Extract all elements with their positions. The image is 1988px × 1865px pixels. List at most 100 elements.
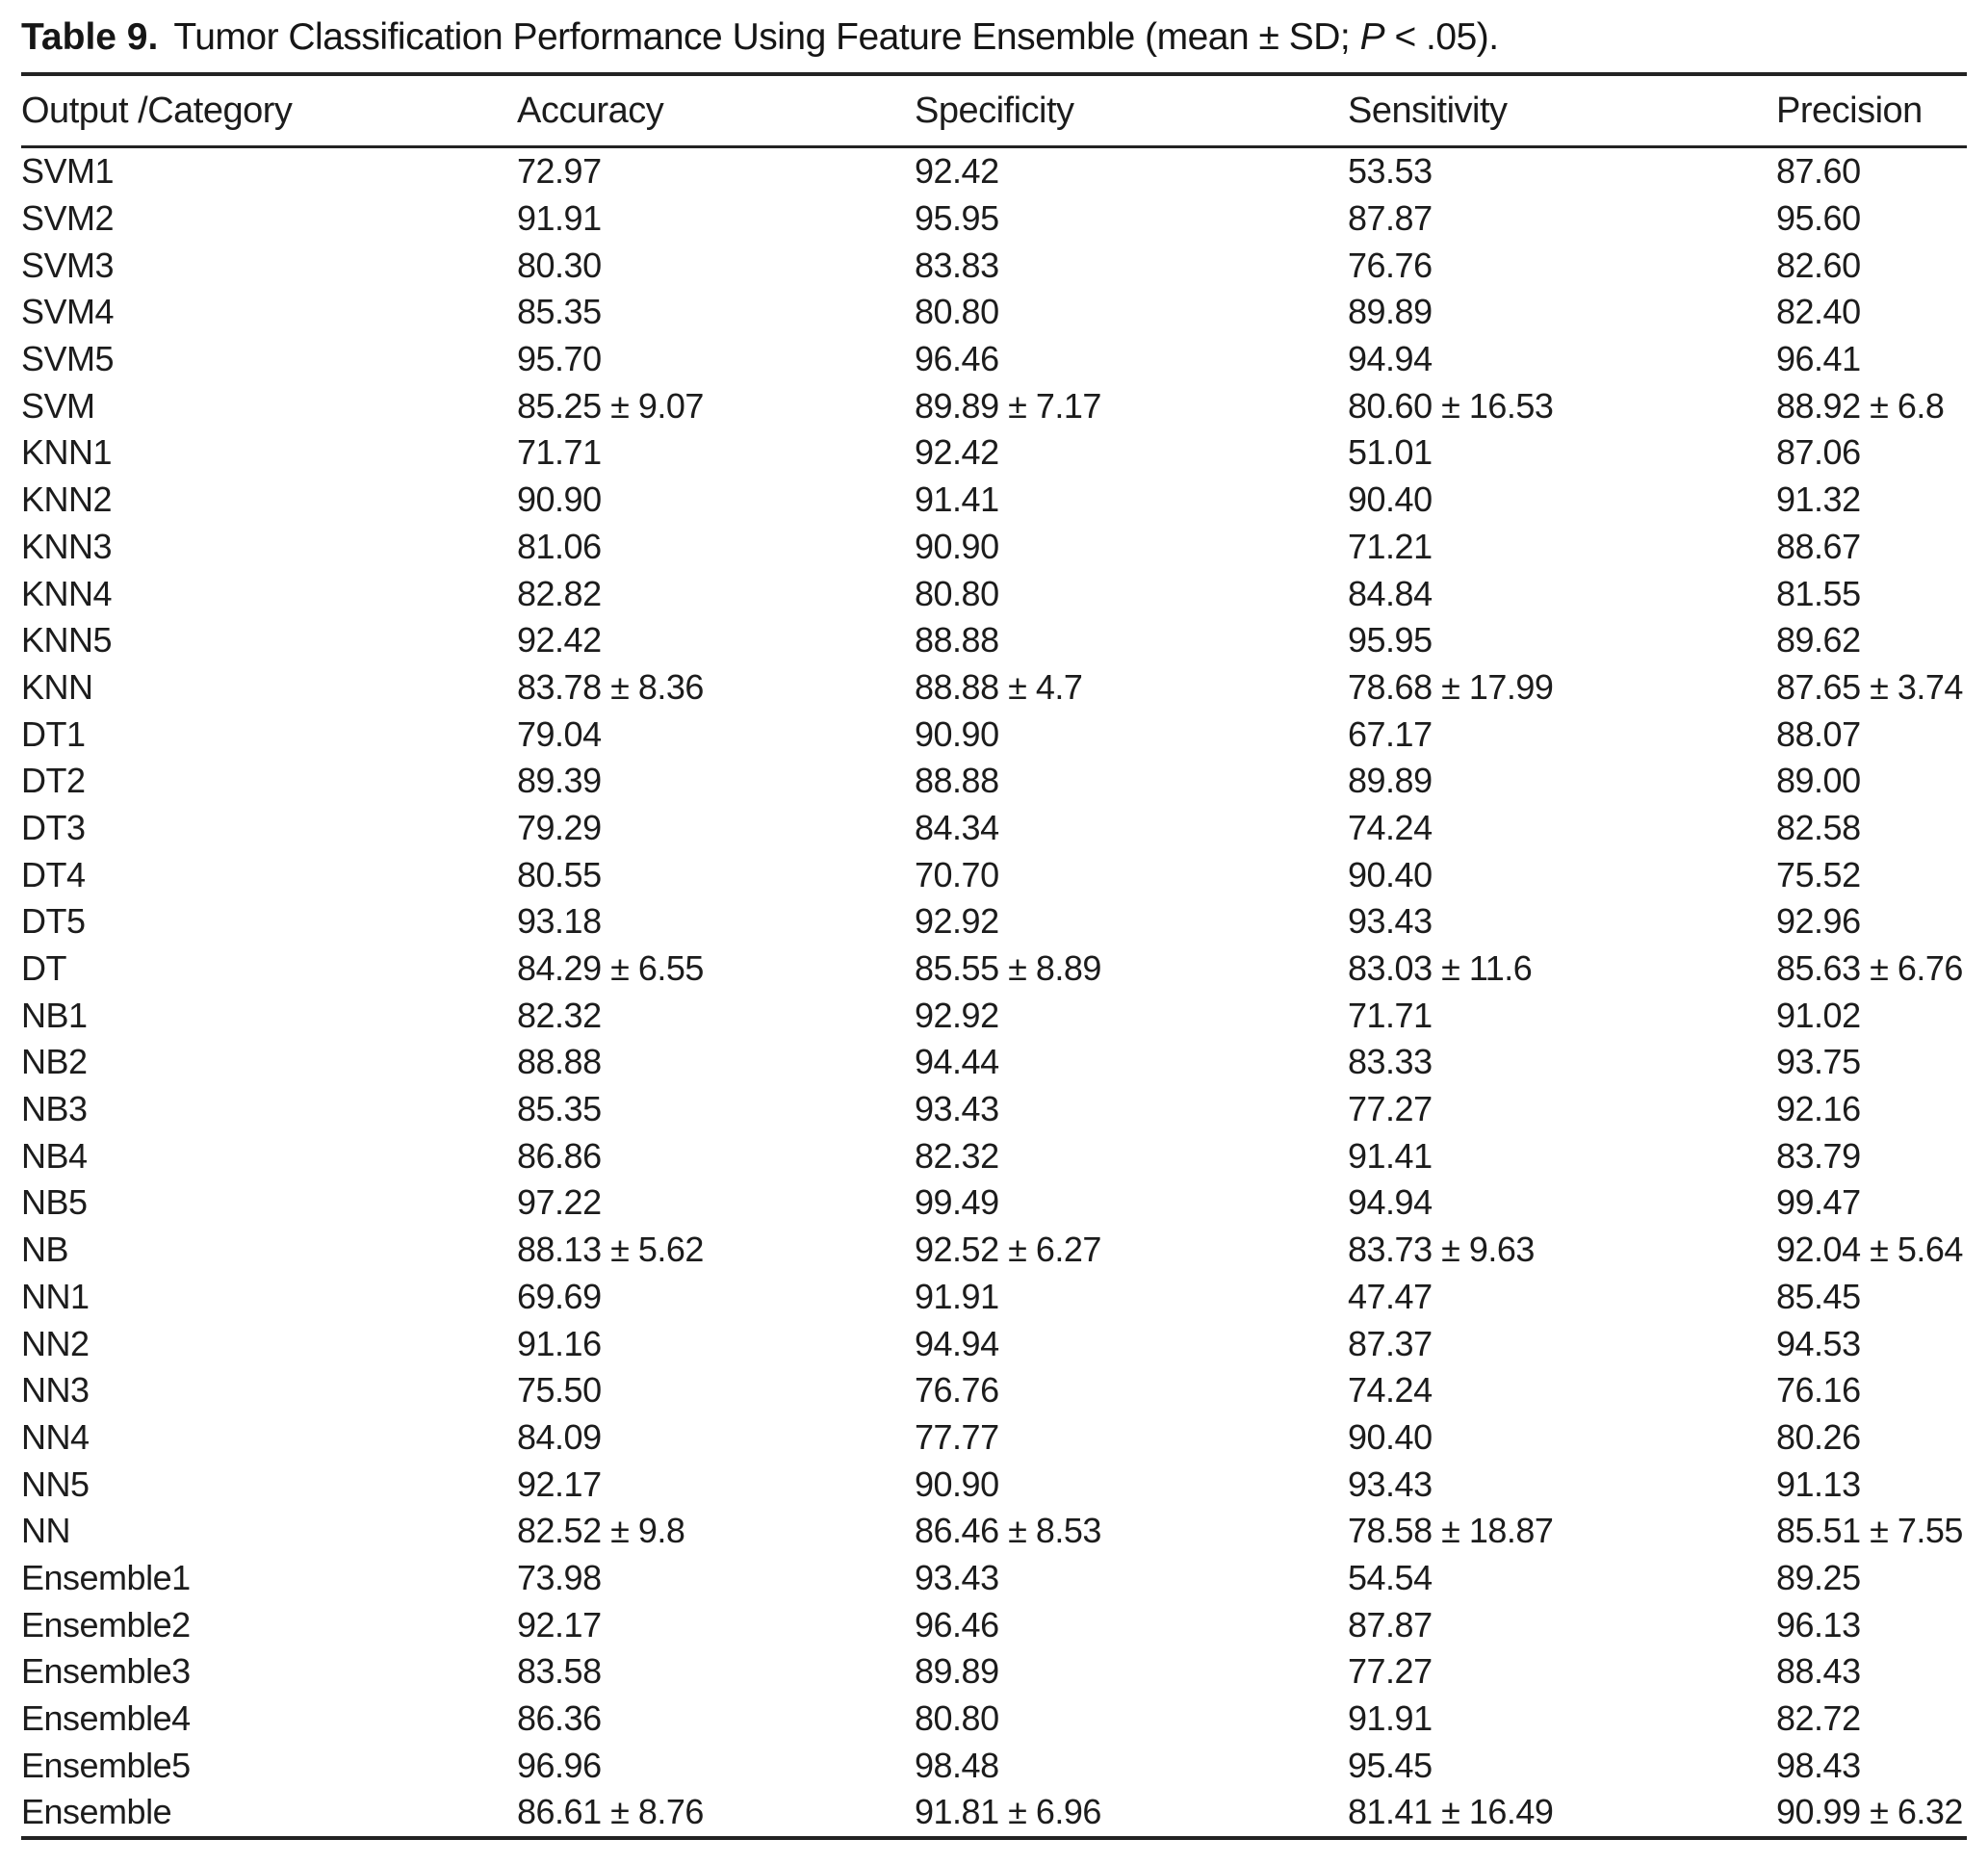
table-row: Ensemble4 86.36 80.80 91.91 82.72 bbox=[21, 1696, 1967, 1743]
cell-precision: 94.53 bbox=[1776, 1323, 1861, 1363]
cell-sensitivity: 80.60 ± 16.53 bbox=[1348, 385, 1554, 426]
cell-precision: 88.07 bbox=[1776, 713, 1861, 754]
cell-precision: 75.52 bbox=[1776, 854, 1861, 894]
cell-specificity: 88.88 bbox=[915, 620, 999, 661]
table-row: NN5 92.17 90.90 93.43 91.13 bbox=[21, 1461, 1967, 1508]
row-category: SVM3 bbox=[21, 245, 115, 285]
cell-specificity: 90.90 bbox=[915, 1464, 999, 1504]
cell-specificity: 90.90 bbox=[915, 713, 999, 754]
cell-sensitivity: 78.58 ± 18.87 bbox=[1348, 1511, 1554, 1551]
row-category: KNN2 bbox=[21, 479, 113, 520]
cell-precision: 99.47 bbox=[1776, 1182, 1861, 1223]
cell-specificity: 77.77 bbox=[915, 1416, 999, 1457]
cell-specificity: 89.89 bbox=[915, 1651, 999, 1692]
table-row: Ensemble3 83.58 89.89 77.27 88.43 bbox=[21, 1648, 1967, 1696]
cell-specificity: 80.80 bbox=[915, 573, 999, 613]
cell-accuracy: 85.25 ± 9.07 bbox=[517, 385, 704, 426]
row-category: Ensemble3 bbox=[21, 1651, 191, 1692]
cell-accuracy: 69.69 bbox=[517, 1276, 602, 1316]
cell-accuracy: 75.50 bbox=[517, 1370, 602, 1411]
cell-specificity: 96.46 bbox=[915, 1604, 999, 1645]
cell-sensitivity: 51.01 bbox=[1348, 432, 1433, 473]
cell-sensitivity: 93.43 bbox=[1348, 1464, 1433, 1504]
table-body: SVM1 72.97 92.42 53.53 87.60 SVM2 91.91 95.95 87… bbox=[21, 147, 1967, 1838]
table-row: SVM4 85.35 80.80 89.89 82.40 bbox=[21, 289, 1967, 336]
cell-specificity: 91.41 bbox=[915, 479, 999, 520]
cell-accuracy: 83.78 ± 8.36 bbox=[517, 666, 704, 707]
cell-precision: 89.62 bbox=[1776, 620, 1861, 661]
cell-precision: 91.13 bbox=[1776, 1464, 1861, 1504]
col-header-sensitivity: Sensitivity bbox=[1348, 74, 1776, 148]
table-row: SVM1 72.97 92.42 53.53 87.60 bbox=[21, 147, 1967, 195]
table-row: KNN1 71.71 92.42 51.01 87.06 bbox=[21, 429, 1967, 477]
caption-tail: < .05). bbox=[1384, 16, 1499, 58]
cell-precision: 83.79 bbox=[1776, 1135, 1861, 1176]
cell-sensitivity: 54.54 bbox=[1348, 1557, 1433, 1597]
row-category: SVM bbox=[21, 385, 95, 426]
cell-sensitivity: 93.43 bbox=[1348, 901, 1433, 942]
cell-accuracy: 85.35 bbox=[517, 292, 602, 332]
cell-specificity: 98.48 bbox=[915, 1745, 999, 1785]
table-row: SVM2 91.91 95.95 87.87 95.60 bbox=[21, 195, 1967, 243]
cell-precision: 92.96 bbox=[1776, 901, 1861, 942]
cell-sensitivity: 74.24 bbox=[1348, 807, 1433, 847]
cell-specificity: 95.95 bbox=[915, 198, 999, 239]
row-category: KNN bbox=[21, 666, 93, 707]
cell-precision: 88.43 bbox=[1776, 1651, 1861, 1692]
row-category: Ensemble1 bbox=[21, 1557, 191, 1597]
cell-precision: 91.32 bbox=[1776, 479, 1861, 520]
cell-accuracy: 82.32 bbox=[517, 995, 602, 1035]
cell-accuracy: 97.22 bbox=[517, 1182, 602, 1223]
table-row: KNN2 90.90 91.41 90.40 91.32 bbox=[21, 477, 1967, 524]
cell-sensitivity: 87.87 bbox=[1348, 1604, 1433, 1645]
cell-accuracy: 84.09 bbox=[517, 1416, 602, 1457]
cell-precision: 81.55 bbox=[1776, 573, 1861, 613]
cell-precision: 85.63 ± 6.76 bbox=[1776, 948, 1963, 989]
row-category: Ensemble bbox=[21, 1792, 172, 1832]
cell-precision: 87.60 bbox=[1776, 151, 1861, 192]
cell-sensitivity: 74.24 bbox=[1348, 1370, 1433, 1411]
cell-precision: 95.60 bbox=[1776, 198, 1861, 239]
cell-specificity: 82.32 bbox=[915, 1135, 999, 1176]
cell-accuracy: 84.29 ± 6.55 bbox=[517, 948, 704, 989]
cell-specificity: 92.42 bbox=[915, 432, 999, 473]
cell-sensitivity: 83.73 ± 9.63 bbox=[1348, 1230, 1535, 1270]
cell-sensitivity: 84.84 bbox=[1348, 573, 1433, 613]
table-row: DT2 89.39 88.88 89.89 89.00 bbox=[21, 758, 1967, 805]
row-category: Ensemble5 bbox=[21, 1745, 191, 1785]
cell-accuracy: 92.17 bbox=[517, 1464, 602, 1504]
table-row: KNN4 82.82 80.80 84.84 81.55 bbox=[21, 570, 1967, 617]
row-category: DT5 bbox=[21, 901, 86, 942]
cell-specificity: 89.89 ± 7.17 bbox=[915, 385, 1101, 426]
table-row: SVM5 95.70 96.46 94.94 96.41 bbox=[21, 336, 1967, 383]
table-row: NN1 69.69 91.91 47.47 85.45 bbox=[21, 1274, 1967, 1321]
table-number-label: Table 9. bbox=[21, 16, 159, 58]
table-row: NB5 97.22 99.49 94.94 99.47 bbox=[21, 1179, 1967, 1227]
cell-precision: 85.51 ± 7.55 bbox=[1776, 1511, 1963, 1551]
cell-specificity: 99.49 bbox=[915, 1182, 999, 1223]
table-row: DT 84.29 ± 6.55 85.55 ± 8.89 83.03 ± 11.6 85… bbox=[21, 945, 1967, 993]
cell-specificity: 92.52 ± 6.27 bbox=[915, 1230, 1101, 1270]
row-category: KNN5 bbox=[21, 620, 113, 661]
row-category: KNN1 bbox=[21, 432, 113, 473]
cell-accuracy: 86.86 bbox=[517, 1135, 602, 1176]
cell-sensitivity: 87.37 bbox=[1348, 1323, 1433, 1363]
row-category: NB1 bbox=[21, 995, 88, 1035]
cell-specificity: 92.92 bbox=[915, 901, 999, 942]
cell-accuracy: 92.17 bbox=[517, 1604, 602, 1645]
cell-precision: 88.92 ± 6.8 bbox=[1776, 385, 1945, 426]
cell-sensitivity: 71.21 bbox=[1348, 526, 1433, 566]
cell-specificity: 83.83 bbox=[915, 245, 999, 285]
cell-specificity: 92.42 bbox=[915, 151, 999, 192]
cell-specificity: 96.46 bbox=[915, 339, 999, 379]
table-row: DT5 93.18 92.92 93.43 92.96 bbox=[21, 898, 1967, 945]
cell-sensitivity: 78.68 ± 17.99 bbox=[1348, 666, 1554, 707]
table-row: NB4 86.86 82.32 91.41 83.79 bbox=[21, 1132, 1967, 1179]
cell-accuracy: 80.55 bbox=[517, 854, 602, 894]
table-row: KNN3 81.06 90.90 71.21 88.67 bbox=[21, 524, 1967, 571]
col-header-accuracy: Accuracy bbox=[517, 74, 915, 148]
cell-specificity: 91.81 ± 6.96 bbox=[915, 1792, 1101, 1832]
cell-precision: 85.45 bbox=[1776, 1276, 1861, 1316]
cell-accuracy: 89.39 bbox=[517, 761, 602, 801]
cell-precision: 96.13 bbox=[1776, 1604, 1861, 1645]
